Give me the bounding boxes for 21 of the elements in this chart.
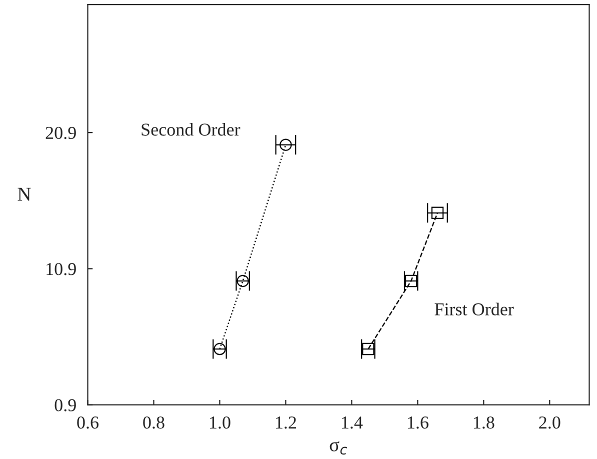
x-tick-label: 1.8 (474, 416, 494, 429)
text: Second Order (142, 123, 240, 136)
x-tick-label: 1.0 (210, 416, 230, 429)
x-axis-title: σ$_{c}$ (330, 441, 348, 455)
x-tick-label: 1.6 (408, 416, 428, 429)
point (236, 274, 249, 288)
y-tick-label: 0.9 (54, 399, 76, 412)
x-tick-label: 1.2 (276, 416, 296, 429)
x-tick-label: 0.8 (143, 416, 164, 429)
point (280, 138, 292, 151)
series-label: First Order (434, 302, 514, 316)
point (214, 342, 226, 356)
x-tick-label: 2.0 (539, 416, 560, 429)
y-tick-label: 20.9 (46, 126, 76, 140)
point (362, 342, 374, 356)
point (404, 274, 418, 288)
y-tick-label: 10.9 (46, 262, 76, 276)
x-tick-label: 1.4 (342, 416, 363, 429)
y-axis-title: N (18, 188, 31, 201)
x-tick-label: 0.6 (77, 416, 99, 429)
point (431, 206, 444, 219)
